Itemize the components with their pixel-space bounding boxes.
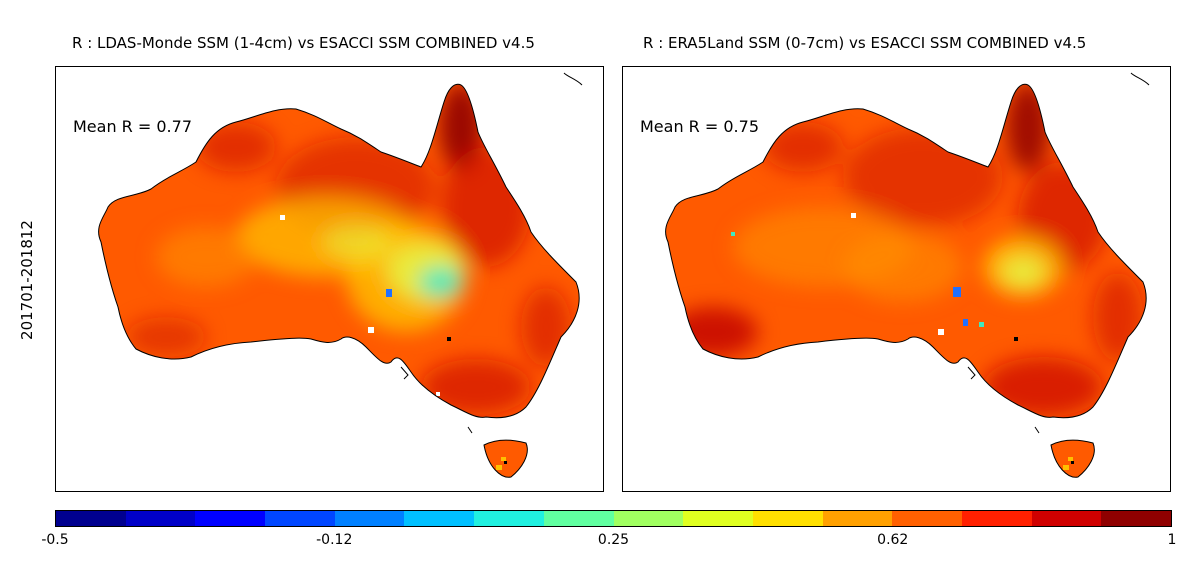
- colorbar-segment: [683, 511, 753, 526]
- colorbar: [55, 510, 1172, 527]
- colorbar-segment: [474, 511, 544, 526]
- right-mean-r-label: Mean R = 0.75: [640, 117, 759, 136]
- colorbar-segment: [195, 511, 266, 526]
- colorbar-segment: [961, 511, 1032, 526]
- colorbar-segment: [1101, 511, 1171, 526]
- colorbar-segment: [752, 511, 823, 526]
- colorbar-segment: [543, 511, 614, 526]
- colorbar-segment: [822, 511, 893, 526]
- colorbar-tick-label: -0.12: [316, 532, 353, 548]
- right-australia-map: [665, 72, 1150, 478]
- left-mean-r-label: Mean R = 0.77: [73, 117, 192, 136]
- left-australia-map: [98, 72, 583, 478]
- colorbar-tick-label: 1: [1167, 532, 1177, 548]
- colorbar-segment: [56, 511, 126, 526]
- left-panel-title: R : LDAS-Monde SSM (1-4cm) vs ESACCI SSM…: [72, 34, 535, 52]
- left-map-panel: Mean R = 0.77: [55, 66, 604, 492]
- colorbar-segment: [1031, 511, 1102, 526]
- colorbar-segment: [613, 511, 684, 526]
- colorbar-tick-label: -0.5: [41, 532, 69, 548]
- colorbar-segment: [404, 511, 475, 526]
- colorbar-segment: [892, 511, 962, 526]
- colorbar-segment: [334, 511, 405, 526]
- right-panel-title: R : ERA5Land SSM (0-7cm) vs ESACCI SSM C…: [643, 34, 1087, 52]
- right-map-panel: Mean R = 0.75: [622, 66, 1171, 492]
- period-label: 201701-201812: [18, 220, 36, 340]
- colorbar-segment: [125, 511, 196, 526]
- colorbar-tick-label: 0.62: [877, 532, 909, 548]
- colorbar-tick-label: 0.25: [597, 532, 630, 548]
- colorbar-segment: [265, 511, 335, 526]
